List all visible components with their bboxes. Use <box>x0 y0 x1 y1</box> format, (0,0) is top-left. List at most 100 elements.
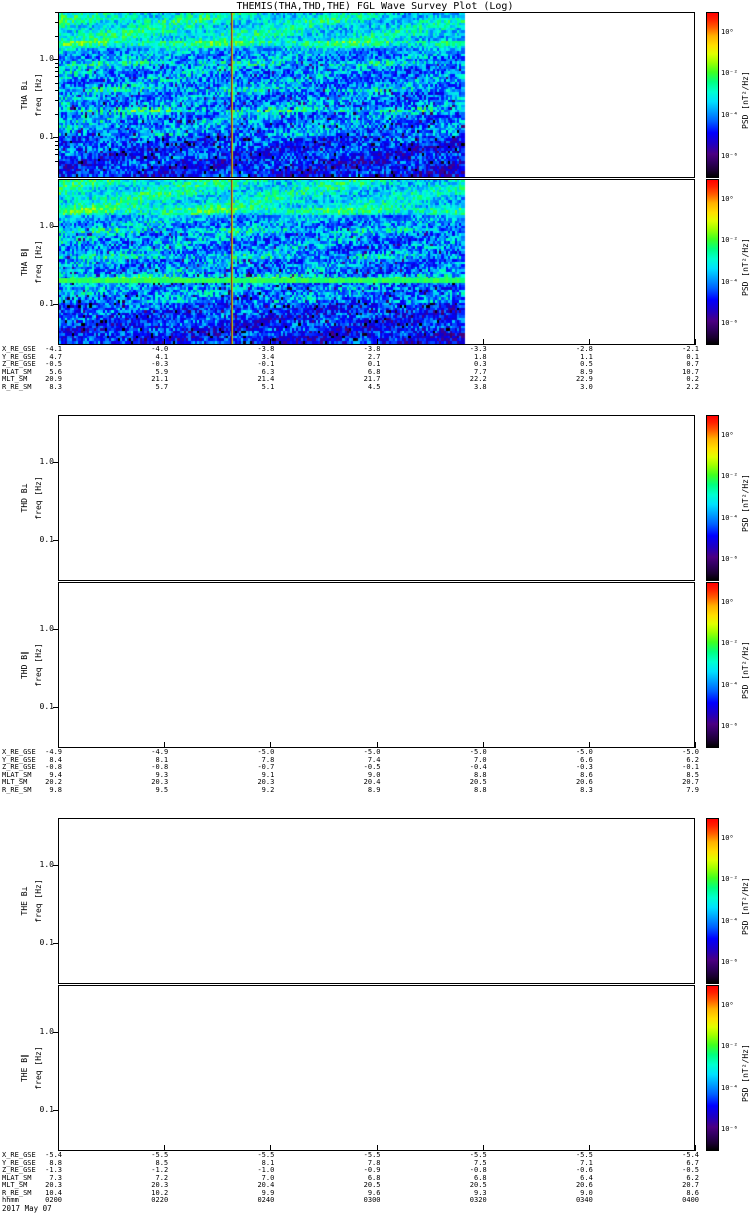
annot-value: 7.2 <box>155 1173 169 1182</box>
annot-value: 7.8 <box>261 755 275 764</box>
ytick-major <box>53 540 59 542</box>
annot-value: 20.7 <box>682 1181 699 1189</box>
annot-value: 9.4 <box>49 770 62 779</box>
annot-value: 7.7 <box>474 367 487 376</box>
annot-value: -5.5 <box>575 1151 593 1159</box>
annot-value: 8.8 <box>49 1158 62 1167</box>
colorbar-label: PSD [nT²/Hz] <box>741 238 750 296</box>
spectrogram-tha-bpara <box>59 180 694 344</box>
ytick-label: 1.0 <box>39 860 54 870</box>
spectrogram-the-bperp <box>59 819 694 983</box>
freq-axis-label: freq [Hz] <box>34 1046 43 1090</box>
annot-value: -1.2 <box>151 1166 169 1174</box>
colorbar-tick: 10⁻⁶ <box>721 958 738 967</box>
annot-value: 6.4 <box>580 1173 593 1182</box>
annot-value: 6.2 <box>686 1173 699 1182</box>
colorbar-label: PSD [nT²/Hz] <box>741 877 750 935</box>
annot-value: -4.1 <box>45 345 62 353</box>
ytick-label: 1.0 <box>39 221 54 231</box>
annot-value: 2.2 <box>686 382 699 391</box>
ytick-major <box>53 137 59 139</box>
annot-value: -0.3 <box>575 763 593 771</box>
ytick-minor <box>55 71 59 73</box>
annot-value: -2.8 <box>575 345 593 353</box>
panel-the-bpara <box>58 985 695 1151</box>
xtick-mark <box>695 1145 696 1151</box>
ytick-minor <box>55 90 59 92</box>
ytick-major <box>53 707 59 709</box>
annot-value: 7.5 <box>474 1158 487 1167</box>
xtick-mark <box>270 339 271 345</box>
annot-value: 9.6 <box>367 1188 381 1197</box>
annot-value: -5.4 <box>45 1151 62 1159</box>
annot-value: 20.2 <box>45 778 62 786</box>
time-tick-label: 0320 <box>469 1196 487 1204</box>
colorbar-tick: 10⁻⁴ <box>721 916 738 925</box>
time-tick-label: 0200 <box>45 1196 62 1204</box>
ytick-minor <box>55 21 59 23</box>
annot-value: 5.6 <box>49 367 62 376</box>
annot-value: -3.8 <box>363 345 381 353</box>
panel-label-tha-bperp: THA B⊥ <box>20 80 29 110</box>
annot-value: 6.8 <box>474 1173 487 1182</box>
panel-thd-bperp <box>58 415 695 581</box>
annot-value: -4.0 <box>151 345 169 353</box>
annot-value: 5.7 <box>155 382 169 391</box>
annot-value: 7.0 <box>261 1173 275 1182</box>
annotation-block-tha: X_RE_GSE -4.1 -4.0 -3.8 -3.8 -3.3 -2.8 -2.1 Y_RE… <box>0 345 750 406</box>
annot-value: 7.3 <box>49 1173 62 1182</box>
annot-value: 0.2 <box>686 375 699 383</box>
panel-label-thd-bpara: THD B∥ <box>20 650 29 680</box>
ytick-major <box>53 1032 59 1034</box>
xtick-mark <box>377 339 378 345</box>
ytick-minor <box>55 113 59 115</box>
ytick-minor <box>55 144 59 146</box>
colorbar-tick: 10⁻⁴ <box>721 680 738 689</box>
colorbar-tick: 10⁰ <box>721 833 734 842</box>
annot-value: -5.4 <box>682 1151 699 1159</box>
colorbar-tick: 10⁻² <box>721 1042 738 1051</box>
annot-value: 20.4 <box>363 778 381 786</box>
annot-value: 20.6 <box>575 1181 593 1189</box>
annot-value: -0.8 <box>45 763 62 771</box>
annot-row-label: MLT_SM <box>2 778 28 786</box>
annot-row-label: Y_RE_GSE <box>2 1158 36 1167</box>
annot-value: -0.4 <box>469 763 487 771</box>
annot-value: -3.3 <box>469 345 487 353</box>
ytick-major <box>53 865 59 867</box>
annot-row-label: R_RE_SM <box>2 785 32 794</box>
ytick-major <box>53 943 59 945</box>
annot-value: 3.0 <box>580 382 593 391</box>
ytick-major <box>53 462 59 464</box>
annot-row-label: X_RE_GSE <box>2 1151 36 1159</box>
freq-axis-label: freq [Hz] <box>34 240 43 284</box>
ytick-minor <box>55 66 59 68</box>
colorbar-tick: 10⁻⁶ <box>721 722 738 731</box>
annot-value: 20.5 <box>469 778 487 786</box>
annot-value: -5.0 <box>363 748 381 756</box>
xtick-mark <box>695 742 696 748</box>
annot-value: 1.8 <box>474 352 487 361</box>
colorbar-tick: 10⁰ <box>721 194 734 203</box>
annot-value: 0.1 <box>367 360 381 368</box>
annot-value: 7.9 <box>686 785 699 794</box>
panel-thd-bpara <box>58 582 695 748</box>
xtick-mark <box>377 1145 378 1151</box>
annot-value: 8.1 <box>155 755 169 764</box>
annot-value: -5.5 <box>469 1151 487 1159</box>
xtick-mark <box>270 1145 271 1151</box>
colorbar-tick: 10⁰ <box>721 430 734 439</box>
ytick-minor <box>55 99 59 101</box>
annot-value: 9.8 <box>49 785 62 794</box>
colorbar-tick: 10⁻² <box>721 639 738 648</box>
annot-value: 0.7 <box>686 360 699 368</box>
colorbar-tick: 10⁰ <box>721 27 734 36</box>
colorbar-tick: 10⁻⁶ <box>721 319 738 328</box>
annot-value: 6.8 <box>367 367 381 376</box>
annot-value: -5.5 <box>257 1151 275 1159</box>
annot-value: 1.1 <box>580 352 593 361</box>
annot-value: 7.0 <box>474 755 487 764</box>
annot-value: 9.3 <box>155 770 169 779</box>
annot-value: 3.4 <box>261 352 275 361</box>
spectrogram-the-bpara <box>59 986 694 1150</box>
